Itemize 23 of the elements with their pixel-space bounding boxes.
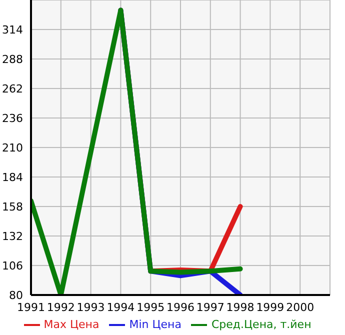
x-tick-label: 1992 (46, 300, 75, 314)
y-tick-label: 184 (2, 170, 23, 184)
legend-label: Max Цена (44, 318, 100, 332)
legend-label: Min Цена (129, 318, 182, 332)
x-tick-label: 1993 (76, 300, 105, 314)
y-tick-label: 132 (2, 230, 23, 243)
y-tick-label: 262 (2, 82, 23, 96)
x-tick-label: 1996 (166, 300, 194, 314)
x-tick-label: 1991 (17, 300, 45, 314)
legend-label: Сред.Цена, т.йен (211, 318, 312, 332)
y-tick-label: 314 (2, 23, 23, 36)
x-tick-label: 1998 (226, 300, 254, 314)
x-tick-label: 1999 (256, 300, 284, 314)
x-tick-label: 1994 (106, 300, 135, 314)
x-tick-label: 1997 (196, 300, 224, 314)
y-tick-label: 210 (2, 141, 23, 154)
y-tick-label: 80 (9, 288, 23, 302)
x-tick-label: 2000 (286, 300, 314, 314)
x-tick-label: 1995 (136, 300, 165, 314)
y-tick-label: 106 (2, 259, 23, 272)
y-tick-label: 288 (2, 52, 23, 66)
y-tick-label: 158 (2, 200, 23, 214)
y-tick-label: 236 (2, 112, 23, 125)
